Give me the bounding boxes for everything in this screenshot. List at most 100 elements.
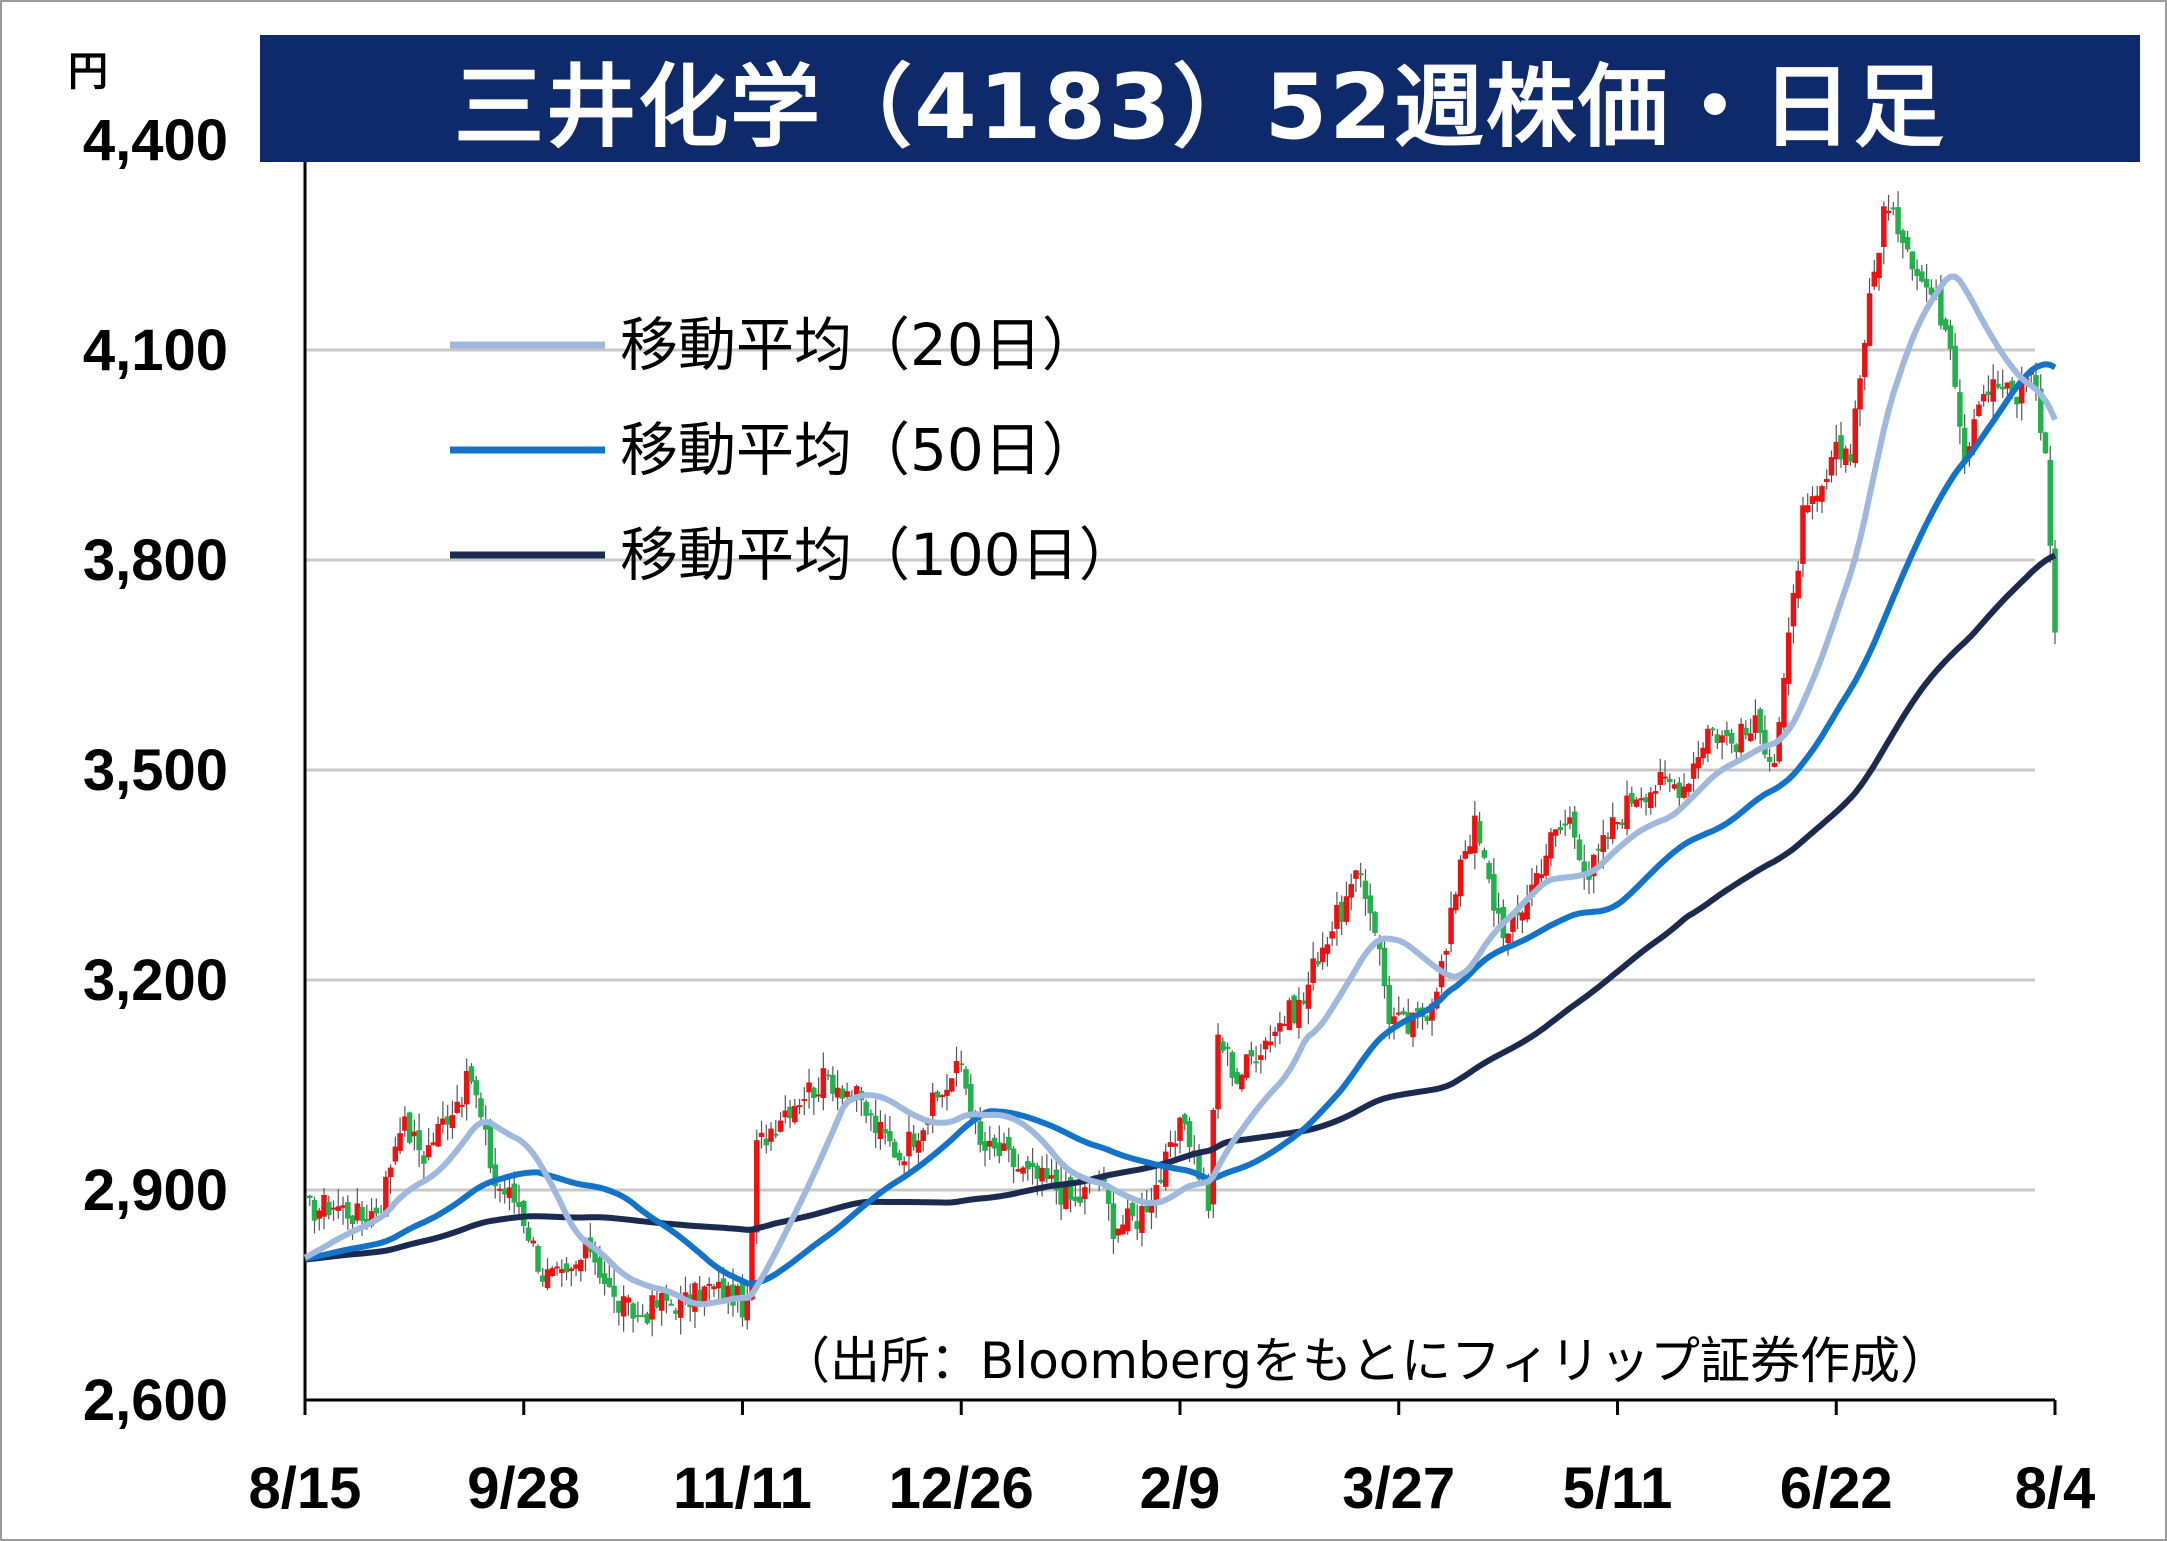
candle-up <box>1448 907 1454 945</box>
candle-up <box>1648 792 1654 809</box>
candle-up <box>578 1259 584 1272</box>
candle-up <box>1296 999 1302 1028</box>
candle-down <box>1766 757 1773 762</box>
candle-down <box>2014 396 2020 405</box>
candle-up <box>1781 677 1787 728</box>
candle-up <box>1467 846 1473 854</box>
candle-up <box>1866 293 1873 346</box>
candle-down <box>968 1083 974 1119</box>
candle-up <box>449 1115 456 1129</box>
candle-up <box>544 1269 551 1289</box>
candle-up <box>1552 829 1559 836</box>
candle-up <box>1277 1023 1283 1032</box>
candle-down <box>1904 237 1911 250</box>
x-tick-label: 3/27 <box>1342 1456 1455 1521</box>
candle-up <box>749 1228 755 1300</box>
candle-up <box>1153 1185 1159 1204</box>
candle-up <box>568 1268 575 1272</box>
candle-down <box>592 1250 598 1263</box>
candle-up <box>1690 763 1697 779</box>
legend-label-ma100: 移動平均（100日） <box>620 521 1137 589</box>
candle-up <box>1876 252 1882 279</box>
candle-up <box>1638 798 1645 801</box>
candle-up <box>1258 1055 1264 1060</box>
candle-down <box>2033 375 2039 388</box>
candle-up <box>1329 931 1335 939</box>
candle-up <box>1039 1167 1045 1182</box>
candle-down <box>1376 938 1383 950</box>
candle-up <box>1310 958 1316 983</box>
candle-down <box>663 1292 670 1301</box>
candle-up <box>397 1133 403 1151</box>
candle-up <box>677 1295 684 1318</box>
candle-up <box>1348 884 1354 898</box>
candle-down <box>1643 797 1649 803</box>
candle-down <box>1947 325 1954 350</box>
candle-up <box>1391 1016 1397 1025</box>
candle-down <box>1957 392 1963 427</box>
x-tick-label: 6/22 <box>1780 1456 1893 1521</box>
y-tick-label: 3,500 <box>83 738 228 803</box>
candle-up <box>1524 902 1530 920</box>
candle-up <box>1828 457 1835 476</box>
candle-down <box>868 1113 874 1116</box>
candle-up <box>1286 1000 1293 1031</box>
y-tick-label: 3,200 <box>83 948 228 1013</box>
candle-up <box>658 1292 665 1311</box>
gridlines <box>305 348 2035 1192</box>
candle-up <box>1695 757 1702 769</box>
candle-down <box>654 1300 660 1308</box>
candle-up <box>1705 728 1711 754</box>
candle-down <box>1143 1205 1150 1212</box>
candle-up <box>806 1082 812 1093</box>
candle-down <box>910 1133 917 1148</box>
candle-up <box>1857 378 1863 410</box>
candle-down <box>1044 1168 1050 1180</box>
candle-down <box>696 1289 703 1305</box>
candle-down <box>1728 732 1735 744</box>
candle-down <box>1405 1012 1412 1034</box>
candle-down <box>1034 1165 1041 1179</box>
axes <box>303 162 2057 1415</box>
candle-down <box>1110 1203 1117 1239</box>
candle-up <box>734 1286 741 1301</box>
candle-down <box>1134 1221 1140 1230</box>
candle-down <box>958 1063 964 1066</box>
x-tick-label: 8/15 <box>249 1456 362 1521</box>
candle-up <box>368 1211 375 1226</box>
y-tick-label: 2,900 <box>83 1158 228 1223</box>
candle-down <box>887 1131 893 1142</box>
candle-up <box>425 1145 432 1158</box>
candle-up <box>1538 874 1545 879</box>
y-tick-label: 2,600 <box>83 1368 228 1433</box>
y-tick-label: 4,400 <box>83 108 228 173</box>
candle-up <box>1001 1143 1007 1151</box>
candle-down <box>896 1152 903 1161</box>
candle-down <box>1919 271 1925 282</box>
candle-up <box>1843 448 1849 466</box>
ma50-line <box>304 361 2057 1287</box>
candle-down <box>1372 912 1378 933</box>
candle-up <box>1567 817 1573 824</box>
candle-up <box>2018 382 2025 404</box>
candle-up <box>815 1094 822 1097</box>
candle-up <box>1752 715 1759 733</box>
candle-up <box>1671 784 1678 789</box>
candle-down <box>406 1112 413 1143</box>
candle-up <box>1795 570 1801 599</box>
candle-down <box>1928 287 1935 295</box>
candle-down <box>830 1074 836 1094</box>
candle-up <box>777 1120 784 1132</box>
x-tick-label: 5/11 <box>1563 1456 1673 1521</box>
candle-down <box>1676 782 1683 798</box>
candle-up <box>1443 950 1450 955</box>
candle-up <box>1239 1074 1245 1090</box>
candle-down <box>1914 268 1920 276</box>
candle-down <box>1058 1183 1064 1205</box>
y-tick-label: 4,100 <box>83 318 228 383</box>
candle-up <box>929 1092 936 1116</box>
candle-up <box>573 1264 579 1269</box>
candle-up <box>2004 382 2011 389</box>
candle-down <box>473 1080 479 1096</box>
